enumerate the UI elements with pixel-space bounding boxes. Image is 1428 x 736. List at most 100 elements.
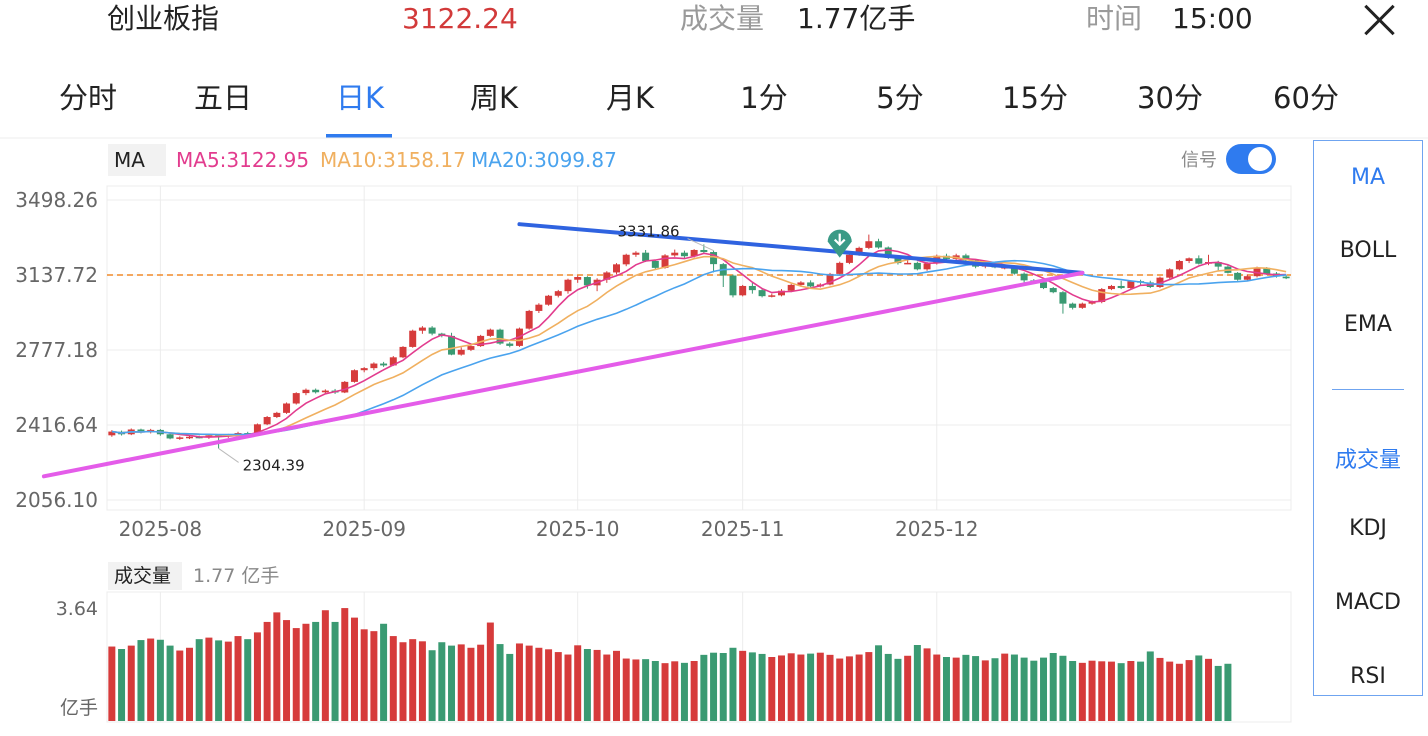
volume-label: 成交量: [680, 2, 765, 35]
candle-body: [942, 255, 950, 259]
volume-bar: [118, 649, 126, 721]
candle-body: [1088, 301, 1096, 304]
candle-body: [923, 263, 931, 270]
signal-toggle[interactable]: [1226, 144, 1276, 174]
tab-60min[interactable]: 60分: [1273, 81, 1339, 115]
tab-30min[interactable]: 30分: [1137, 81, 1203, 115]
candle-body: [234, 433, 242, 435]
volume-bar: [671, 661, 679, 721]
candle-body: [215, 435, 223, 438]
signal-label: 信号: [1181, 150, 1217, 171]
volume-bar: [777, 655, 785, 721]
tab-monthly-k[interactable]: 月K: [605, 81, 655, 115]
volume-bar: [108, 646, 116, 721]
candle-body: [719, 264, 727, 276]
tab-1min[interactable]: 1分: [740, 81, 788, 115]
indicator-boll[interactable]: BOLL: [1339, 238, 1397, 263]
volume-bar: [486, 622, 494, 721]
indicator-ema[interactable]: EMA: [1344, 312, 1392, 337]
date-tick-label: 2025-09: [322, 517, 406, 541]
volume-bar: [651, 661, 659, 721]
volume-bar: [1010, 654, 1018, 721]
volume-bar: [438, 642, 446, 721]
volume-bar: [583, 649, 591, 721]
indicator-ma[interactable]: MA: [1350, 165, 1386, 190]
candle-body: [341, 381, 349, 393]
volume-bar: [748, 652, 756, 721]
candle-body: [1205, 262, 1213, 264]
volume-bar: [661, 663, 669, 721]
indicator-macd[interactable]: MACD: [1335, 590, 1401, 615]
volume-bar: [370, 631, 378, 721]
low-annotation-leader: [218, 448, 239, 463]
candle-body: [1234, 272, 1242, 280]
candle-body: [787, 284, 795, 291]
candle-body: [1243, 276, 1251, 280]
candle-body: [302, 389, 310, 394]
candle-body: [545, 295, 553, 305]
header-bar: 创业板指 3122.24 成交量 1.77亿手 时间 15:00: [0, 0, 1428, 40]
volume-bar: [224, 641, 232, 721]
trendlines: [41, 222, 1085, 479]
volume-bar: [253, 632, 261, 721]
ma-tag[interactable]: MA: [114, 148, 145, 172]
candle-body: [1040, 282, 1048, 289]
candle-body: [574, 277, 582, 280]
candle-body: [680, 252, 688, 257]
volume-bar: [1049, 653, 1057, 721]
volume-bar: [622, 658, 630, 721]
tab-5min[interactable]: 5分: [876, 81, 924, 115]
candle-body: [972, 260, 980, 267]
candle-body: [166, 434, 174, 439]
volume-bar: [1214, 665, 1222, 721]
indicator-panel: MA BOLL EMA 成交量 KDJ MACD RSI: [1313, 140, 1423, 696]
volume-bar: [1088, 660, 1096, 721]
current-price: 3122.24: [402, 2, 518, 35]
volume-bar: [302, 623, 310, 721]
period-tabs: 分时 五日 日K 周K 月K 1分 5分 15分 30分 60分: [0, 70, 1428, 138]
volume-bar: [1098, 661, 1106, 721]
candle-body: [690, 249, 698, 257]
tab-15min[interactable]: 15分: [1002, 81, 1068, 115]
indicator-rsi[interactable]: RSI: [1350, 664, 1386, 689]
volume-bar: [642, 659, 650, 721]
close-icon[interactable]: [1360, 0, 1400, 40]
volume-bars: [108, 608, 1232, 721]
candle-body: [263, 417, 271, 425]
volume-bar: [127, 645, 135, 721]
tab-weekly-k[interactable]: 周K: [469, 81, 519, 115]
volume-axis-unit: 亿手: [60, 697, 98, 719]
volume-bar: [273, 612, 281, 721]
volume-bar: [515, 643, 523, 721]
volume-bar: [1069, 661, 1077, 721]
candle-body: [438, 333, 446, 336]
candle-body: [477, 335, 485, 347]
tab-five-day[interactable]: 五日: [193, 81, 253, 115]
volume-bar: [428, 650, 436, 721]
candle-body: [1078, 303, 1086, 308]
date-tick-label: 2025-12: [895, 517, 979, 541]
indicator-kdj[interactable]: KDJ: [1349, 516, 1387, 541]
volume-bar: [380, 623, 388, 721]
tab-daily-k[interactable]: 日K: [335, 81, 385, 115]
volume-bar: [244, 639, 252, 721]
candle-body: [1253, 267, 1261, 277]
volume-bar: [496, 644, 504, 721]
volume-bar: [1059, 655, 1067, 721]
ma20-legend: MA20:3099.87: [471, 148, 617, 172]
candle-body: [981, 263, 989, 267]
volume-bar: [535, 647, 543, 721]
volume-bar: [952, 657, 960, 721]
volume-bar: [1117, 663, 1125, 721]
indicator-volume[interactable]: 成交量: [1334, 448, 1401, 473]
candle-body: [777, 290, 785, 296]
candle-body: [884, 247, 892, 258]
volume-bar: [700, 654, 708, 721]
candle-body: [1020, 273, 1028, 281]
candle-body: [195, 436, 203, 439]
tab-fenshi[interactable]: 分时: [58, 81, 118, 115]
volume-bar: [933, 654, 941, 721]
candle-body: [457, 349, 465, 355]
candle-body: [1069, 303, 1077, 308]
volume-bar: [448, 645, 456, 721]
